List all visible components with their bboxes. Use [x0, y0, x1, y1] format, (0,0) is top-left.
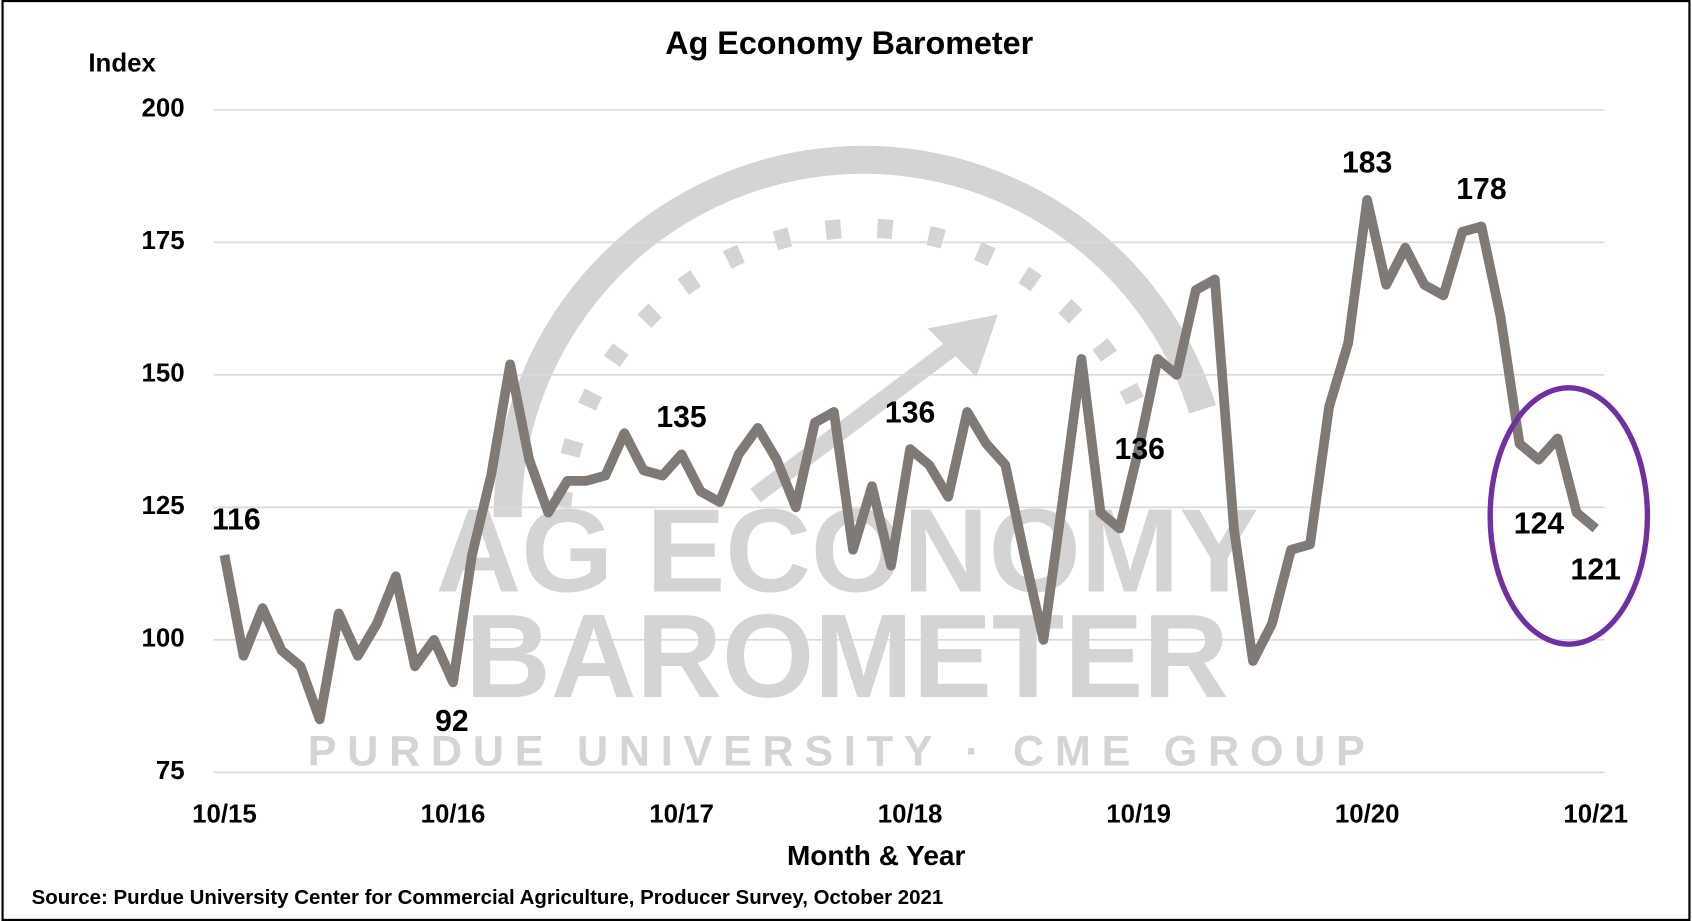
data-label: 136 [885, 397, 935, 430]
y-tick-label: 125 [141, 492, 184, 520]
data-label: 136 [1115, 433, 1165, 466]
data-label: 92 [435, 705, 469, 738]
y-tick-label: 150 [141, 360, 184, 388]
data-label: 183 [1342, 146, 1392, 179]
y-tick-label: 175 [141, 227, 184, 255]
data-label: 121 [1571, 554, 1621, 587]
chart-title: Ag Economy Barometer [665, 25, 1033, 61]
x-tick-label: 10/18 [878, 800, 943, 828]
chart: AG ECONOMY BAROMETER PURDUE UNIVERSITY ·… [0, 0, 1692, 921]
y-tick-label: 200 [141, 95, 184, 123]
y-tick-label: 100 [141, 625, 184, 653]
data-label: 116 [212, 504, 261, 537]
frame [3, 1, 1690, 920]
data-label: 135 [656, 401, 706, 434]
source: Source: Purdue University Center for Com… [32, 886, 944, 909]
x-tick-label: 10/16 [421, 800, 486, 828]
x-axis-label: Month & Year [787, 840, 966, 871]
x-tick-label: 10/17 [649, 800, 714, 828]
watermark: BAROMETER [465, 591, 1229, 723]
x-tick-label: 10/15 [192, 800, 257, 828]
x-tick-label: 10/21 [1563, 800, 1628, 828]
x-tick-label: 10/19 [1106, 800, 1171, 828]
y-tick-label: 75 [156, 757, 185, 785]
data-label: 124 [1514, 508, 1565, 541]
y-axis-label: Index [88, 49, 156, 77]
data-label: 178 [1456, 173, 1506, 206]
x-tick-label: 10/20 [1335, 800, 1400, 828]
